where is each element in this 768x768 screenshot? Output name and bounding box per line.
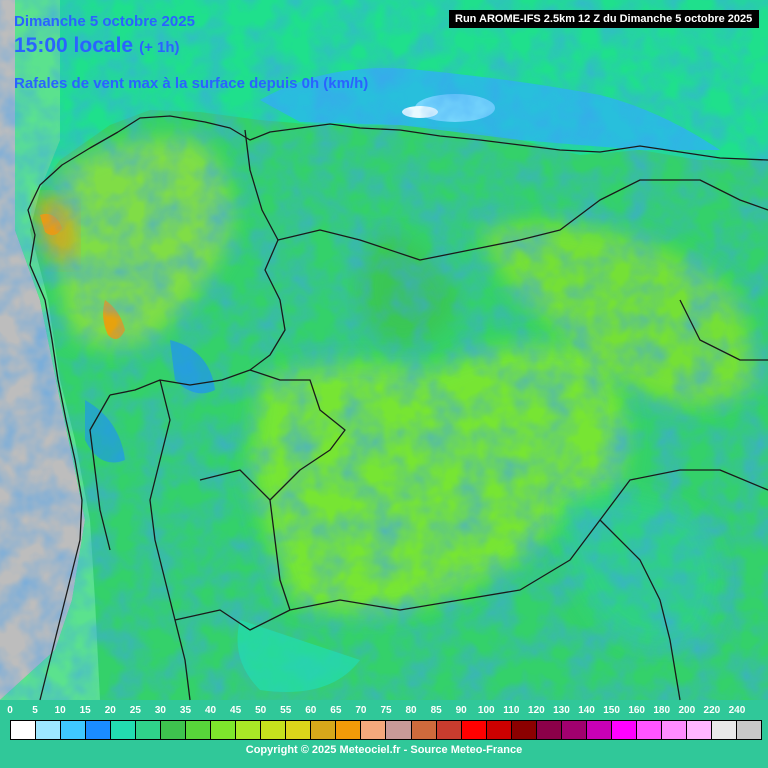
weak-gust-zone (170, 340, 215, 394)
weak-gust-zone (85, 400, 125, 463)
legend-label: 180 (653, 705, 671, 716)
legend-swatch (511, 721, 537, 739)
weak-gust-zone (237, 620, 360, 692)
region-border (289, 469, 768, 611)
legend-label: 80 (405, 705, 417, 716)
legend-color-bar (10, 720, 762, 740)
legend-swatch (486, 721, 512, 739)
legend-label: 120 (528, 705, 545, 716)
legend-swatch (311, 721, 337, 739)
legend-labels: 0 5 10 15 20 25 30 35 40 45 50 55 60 65 70 75 80 85 90 100 1… (0, 705, 768, 719)
legend-swatch (536, 721, 562, 739)
legend-label: 5 (32, 705, 38, 716)
legend-swatch (211, 721, 237, 739)
legend-label: 220 (703, 705, 721, 716)
legend-label: 70 (355, 705, 367, 716)
legend-label: 200 (678, 705, 696, 716)
west-coastline (27, 131, 119, 541)
legend-swatch (161, 721, 187, 739)
legend-label: 35 (179, 705, 192, 716)
region-border (249, 369, 346, 611)
legend-label: 10 (54, 705, 66, 716)
region-border (679, 299, 768, 361)
legend-swatch (36, 721, 62, 739)
legend-swatch (261, 721, 287, 739)
legend-swatch (636, 721, 662, 739)
legend-label: 40 (204, 705, 217, 716)
run-banner: Run AROME-IFS 2.5km 12 Z du Dimanche 5 o… (449, 10, 759, 28)
legend-label: 160 (628, 705, 645, 716)
copyright: Copyright © 2025 Meteociel.fr - Source M… (245, 744, 523, 756)
legend-swatch (186, 721, 212, 739)
legend-swatch (386, 721, 412, 739)
legend-swatch (136, 721, 162, 739)
north-coastline (117, 115, 768, 161)
legend-swatch (236, 721, 262, 739)
forecast-date: Dimanche 5 octobre 2025 (14, 13, 195, 30)
legend-swatch (436, 721, 462, 739)
weak-gust-speckles (0, 0, 768, 700)
region-border (277, 179, 768, 261)
legend-swatch (86, 721, 112, 739)
region-border (39, 539, 81, 701)
legend-label: 130 (553, 705, 570, 716)
legend-label: 50 (255, 705, 267, 716)
legend-swatch (661, 721, 687, 739)
legend-label: 110 (503, 705, 520, 716)
region-border (109, 129, 286, 396)
legend-swatch (686, 721, 712, 739)
region-border (174, 609, 291, 631)
legend-swatch (111, 721, 137, 739)
forecast-offset: (+ 1h) (139, 39, 180, 56)
legend-swatch (286, 721, 312, 739)
legend-swatch (586, 721, 612, 739)
borders (27, 115, 768, 701)
region-border (89, 394, 111, 551)
legend-swatch (61, 721, 87, 739)
legend-label: 30 (154, 705, 166, 716)
legend-label: 55 (280, 705, 292, 716)
legend-label: 25 (129, 705, 141, 716)
legend-label: 15 (79, 705, 91, 716)
map-subtitle: Rafales de vent max à la surface depuis … (14, 75, 369, 92)
legend-label: 140 (578, 705, 595, 716)
forecast-hour-value: 15:00 locale (14, 34, 134, 57)
legend-label: 0 (7, 705, 13, 716)
region-border (199, 469, 271, 501)
legend-label: 20 (104, 705, 116, 716)
legend-swatch (11, 721, 37, 739)
forecast-hour: 15:00 locale (+ 1h) (14, 34, 180, 58)
legend-label: 100 (477, 705, 495, 716)
legend-label: 90 (455, 705, 467, 716)
legend-label: 75 (380, 705, 392, 716)
legend-label: 60 (305, 705, 317, 716)
legend-swatch (411, 721, 437, 739)
legend-swatch (361, 721, 387, 739)
legend-swatch (336, 721, 362, 739)
legend-swatch (736, 721, 761, 739)
region-border (149, 379, 191, 701)
legend-label: 45 (230, 705, 242, 716)
legend-label: 65 (330, 705, 342, 716)
legend-swatch (611, 721, 637, 739)
legend-swatch (461, 721, 487, 739)
legend-label: 85 (430, 705, 442, 716)
legend-label: 150 (603, 705, 620, 716)
legend-label: 240 (728, 705, 746, 716)
legend-swatch (561, 721, 587, 739)
legend-swatch (711, 721, 737, 739)
region-border (599, 519, 681, 701)
